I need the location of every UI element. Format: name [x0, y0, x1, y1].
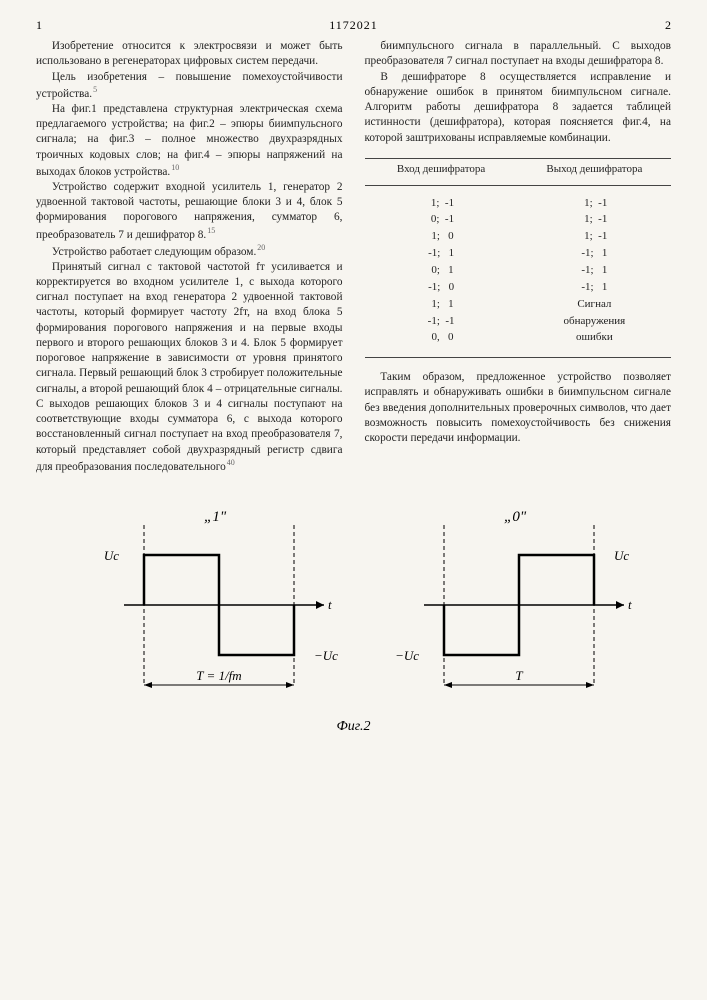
table-row: 1; 0 1; -1 [365, 229, 672, 244]
figure-label: Фиг.2 [36, 719, 671, 735]
line-marker: 5 [93, 85, 97, 94]
figure-2: „1" t Uc −Uc T = 1/fт [36, 505, 671, 715]
cell-input: 1; -1 [365, 196, 518, 211]
para: Устройство содержит входной усилитель 1,… [36, 180, 343, 243]
page-number-left: 1 [36, 18, 42, 33]
para: биимпульсного сигнала в параллельный. С … [365, 39, 672, 70]
waveform-title: „1" [204, 509, 227, 525]
table-row: 1; -1 1; -1 [365, 196, 672, 211]
cell-input: 0; -1 [365, 212, 518, 227]
para: На фиг.1 представлена структурная электр… [36, 102, 343, 180]
line-marker: 15 [207, 226, 215, 235]
cell-output: Сигнал [518, 297, 671, 312]
cell-output: 1; -1 [518, 212, 671, 227]
table-row: -1; 0-1; 1 [365, 280, 672, 295]
table-head: Вход дешифратора Выход дешифратора [365, 158, 672, 186]
para: Устройство работает следующим образом.20 [36, 243, 343, 260]
cell-output: -1; 1 [518, 263, 671, 278]
uc-neg-label: −Uc [314, 648, 338, 663]
uc-pos-label: Uc [103, 548, 118, 563]
cell-input: 0, 0 [365, 330, 518, 345]
waveform-zero: „0" t Uc −Uc T [395, 509, 632, 688]
cell-input: 1; 0 [365, 229, 518, 244]
axis-t-label: t [328, 597, 332, 612]
document-number: 1172021 [329, 18, 378, 33]
para: Цель изобретения – повышение помехоустой… [36, 70, 343, 102]
truth-table: Вход дешифратора Выход дешифратора 1; -1… [365, 158, 672, 358]
cell-output: обнаружения [518, 314, 671, 329]
waveform-one: „1" t Uc −Uc T = 1/fт [103, 509, 337, 688]
cell-input: 1; 1 [365, 297, 518, 312]
table-row: -1; -1обнаружения [365, 314, 672, 329]
axis-t-label: t [628, 597, 632, 612]
table-row: 0, 0ошибки [365, 330, 672, 345]
waveform-svg: „1" t Uc −Uc T = 1/fт [54, 505, 654, 715]
table-row: -1; 1-1; 1 [365, 246, 672, 261]
uc-pos-label: Uc [614, 548, 629, 563]
page-number-right: 2 [665, 18, 671, 33]
table-row: 0; 1-1; 1 [365, 263, 672, 278]
waveform-title: „0" [504, 509, 527, 525]
line-marker: 40 [227, 458, 235, 467]
period-label: T = 1/fт [196, 668, 241, 683]
header: 1 1172021 2 [36, 18, 671, 33]
cell-output: -1; 1 [518, 246, 671, 261]
period-label: T [515, 668, 523, 683]
page: 1 1172021 2 Изобретение относится к элек… [0, 0, 707, 1000]
cell-input: -1; -1 [365, 314, 518, 329]
cell-input: -1; 0 [365, 280, 518, 295]
text-columns: Изобретение относится к электросвязи и м… [36, 39, 671, 475]
cell-input: 0; 1 [365, 263, 518, 278]
col-header-input: Вход дешифратора [365, 162, 518, 177]
line-marker: 10 [171, 163, 179, 172]
table-body: 1; -1 1; -1 0; -1 1; -1 1; 0 1; -1-1; 1-… [365, 186, 672, 359]
para: В дешифраторе 8 осуществляется исправлен… [365, 70, 672, 146]
left-column: Изобретение относится к электросвязи и м… [36, 39, 343, 475]
uc-neg-label: −Uc [395, 648, 419, 663]
line-marker: 20 [257, 243, 265, 252]
table-row: 1; 1Сигнал [365, 297, 672, 312]
para: Таким образом, предложенное устройство п… [365, 370, 672, 446]
col-header-output: Выход дешифратора [518, 162, 671, 177]
cell-output: 1; -1 [518, 229, 671, 244]
para: Принятый сигнал с тактовой частотой fт у… [36, 260, 343, 475]
table-row: 0; -1 1; -1 [365, 212, 672, 227]
right-column: биимпульсного сигнала в параллельный. С … [365, 39, 672, 475]
cell-output: -1; 1 [518, 280, 671, 295]
cell-output: 1; -1 [518, 196, 671, 211]
cell-input: -1; 1 [365, 246, 518, 261]
para: Изобретение относится к электросвязи и м… [36, 39, 343, 70]
cell-output: ошибки [518, 330, 671, 345]
